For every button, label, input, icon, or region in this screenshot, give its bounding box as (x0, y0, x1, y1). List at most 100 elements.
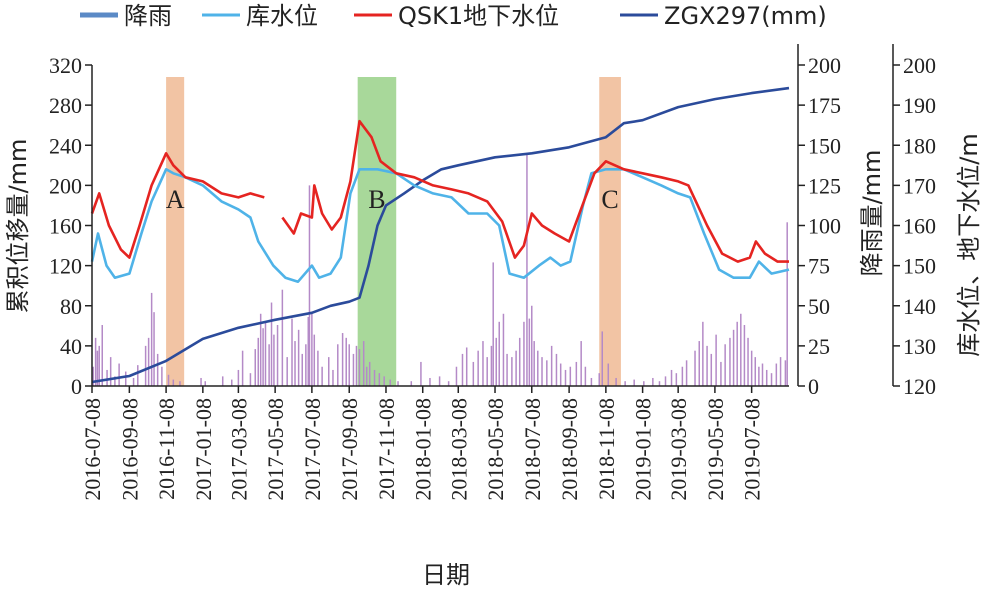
rain-bar (264, 321, 267, 386)
level-tick-label: 200 (903, 53, 936, 78)
x-tick-label: 2016-11-08 (154, 398, 179, 500)
x-tick-label: 2018-05-08 (483, 398, 508, 501)
rain-bar (786, 222, 788, 386)
left-tick-label: 120 (49, 254, 82, 279)
rain-bar (270, 302, 273, 386)
highlight-band-C (599, 77, 621, 386)
x-tick-label: 2019-05-08 (703, 398, 728, 501)
x-tick-label: 2019-07-08 (740, 398, 765, 501)
rain-bar (518, 337, 521, 386)
rain-bar (575, 361, 578, 386)
rain-bar (383, 376, 385, 386)
rain-bar (172, 379, 175, 386)
rain-bar (150, 292, 153, 386)
y-axis-title-left: 累积位移量/mm (4, 139, 32, 314)
rain-bar (715, 334, 717, 386)
x-tick-label: 2016-09-08 (117, 398, 142, 501)
rain-bar (465, 347, 468, 386)
rain-bar (332, 369, 334, 386)
left-tick-label: 200 (49, 173, 82, 198)
rain-tick-label: 175 (808, 93, 841, 118)
rain-bar (681, 366, 684, 386)
rain-bar (498, 321, 500, 386)
level-tick-label: 140 (903, 294, 936, 319)
x-tick-label: 2018-07-08 (520, 398, 545, 501)
series-line-qsk1-groundwater (281, 119, 789, 263)
rain-bar (124, 371, 127, 386)
legend-label-3: ZGX297(mm) (664, 2, 827, 30)
rain-bar (276, 325, 279, 386)
rain-bar (720, 361, 722, 386)
rain-bar (341, 333, 344, 386)
x-tick-label: 2017-03-08 (226, 398, 251, 501)
rain-bar (101, 325, 103, 386)
x-tick-label: 2018-09-08 (557, 398, 582, 501)
rain-bar (98, 345, 100, 386)
rain-bar (506, 353, 508, 386)
level-tick-label: 120 (903, 374, 936, 399)
rain-bar (477, 350, 479, 386)
rain-tick-label: 50 (808, 294, 830, 319)
rain-bar (348, 344, 350, 386)
rain-bar (365, 366, 368, 386)
rain-bar (231, 379, 233, 386)
rain-bar (291, 318, 293, 386)
rain-bar (118, 363, 120, 386)
rain-bar (429, 377, 431, 386)
rain-bar (492, 262, 494, 386)
rain-bar (515, 350, 517, 386)
left-tick-label: 0 (71, 374, 82, 399)
band-label-B: B (368, 185, 385, 214)
rain-bar (106, 369, 108, 386)
rain-bar (373, 369, 376, 386)
rain-bar (685, 360, 688, 386)
rain-bar (167, 374, 170, 386)
rain-bar (526, 153, 528, 386)
rain-bar (702, 321, 704, 386)
rain-bar (590, 377, 593, 386)
rain-bar (92, 366, 94, 386)
rain-bar (729, 337, 731, 386)
rain-bar (523, 321, 525, 386)
band-label-C: C (601, 185, 618, 214)
rain-bar (147, 337, 150, 386)
rain-bar (301, 353, 303, 386)
rain-bar (736, 321, 738, 386)
rain-bar (784, 360, 787, 386)
rain-bar (559, 363, 562, 386)
rain-bar (747, 337, 749, 386)
rain-bar (761, 363, 764, 386)
rain-bar (511, 357, 513, 386)
rain-bar (490, 345, 493, 386)
level-tick-label: 160 (903, 214, 936, 239)
rain-bar (281, 289, 284, 386)
x-tick-label: 2017-01-08 (191, 398, 216, 501)
rain-bar (337, 344, 339, 386)
rain-bar (96, 350, 99, 386)
rain-bar (137, 365, 139, 386)
rain-bar (262, 328, 264, 386)
y-axis-title-level: 库水位、地下水位/m (955, 133, 983, 356)
level-tick-label: 130 (903, 334, 936, 359)
rain-tick-label: 100 (808, 214, 841, 239)
rain-bar (307, 316, 310, 386)
rain-bar (675, 373, 678, 386)
rain-tick-label: 150 (808, 133, 841, 158)
x-tick-label: 2017-09-08 (337, 398, 362, 501)
left-tick-label: 320 (49, 53, 82, 78)
rain-bar (624, 381, 626, 386)
rain-bar (144, 345, 147, 386)
left-tick-label: 240 (49, 133, 82, 158)
rain-bar (254, 349, 257, 386)
rain-bar (438, 376, 441, 386)
rain-bar (546, 360, 548, 386)
rain-bar (779, 357, 782, 386)
rain-bar (156, 353, 159, 386)
rain-bar (249, 373, 252, 386)
rain-bar (541, 357, 543, 386)
rain-bar (378, 373, 381, 386)
rain-bar (598, 373, 600, 386)
rain-bar (221, 376, 224, 386)
rain-bar (368, 361, 371, 386)
